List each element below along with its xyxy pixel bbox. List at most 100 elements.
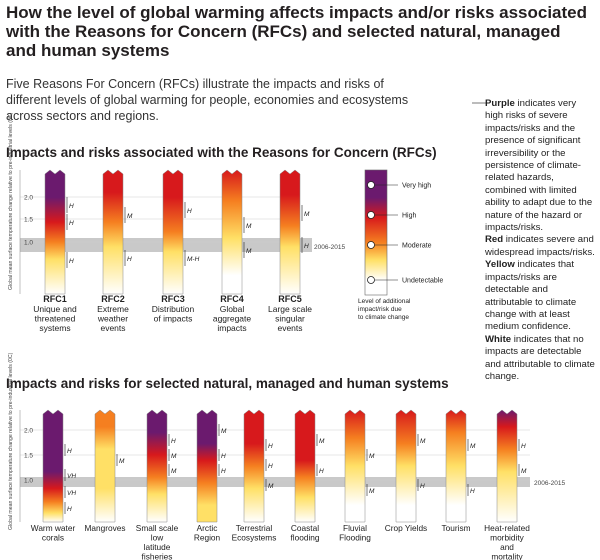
rfc-description-line: threatened	[35, 314, 76, 324]
confidence-level-label: M	[268, 483, 274, 490]
confidence-level-label: M	[246, 223, 252, 230]
period-label-rfc: 2006-2015	[314, 244, 345, 251]
confidence-level-label: H	[304, 243, 309, 250]
rfc-description-line: systems	[39, 323, 70, 333]
color-key-description: Purple indicates very high risks of seve…	[485, 98, 595, 383]
rfc-label-2: RFC2	[101, 294, 125, 304]
legend-level-marker	[367, 181, 375, 189]
confidence-level-label: H	[221, 468, 226, 475]
confidence-level-label: VH	[67, 473, 76, 480]
legend-level-high: High	[402, 213, 417, 220]
confidence-level-label: M	[221, 428, 227, 435]
rfc-description-line: Large scale	[268, 304, 312, 314]
color-key-purple: Purple indicates very high risks of seve…	[485, 98, 593, 234]
confidence-level-label: M	[246, 248, 252, 255]
confidence-level-label: M	[521, 468, 527, 475]
legend-level-marker	[367, 241, 375, 249]
ember-bar-rfc4	[221, 169, 243, 295]
system-label-line: Region	[194, 533, 221, 543]
figure-title: How the level of global warming affects …	[6, 3, 588, 60]
system-label-line: Coastal	[291, 523, 319, 533]
confidence-level-label: M	[171, 468, 177, 475]
confidence-level-label: H	[268, 443, 273, 450]
rfc-description-line: impacts	[217, 323, 246, 333]
rfc-description-line: of impacts	[154, 314, 193, 324]
confidence-level-label: H	[67, 506, 72, 513]
system-label-line: morbidity	[490, 533, 525, 543]
rfc-description-line: Extreme	[97, 304, 129, 314]
y-tick-label: 2.0	[24, 195, 33, 202]
confidence-level-label: M	[319, 438, 325, 445]
rfc-description-line: events	[100, 323, 125, 333]
ember-bar-system-2	[94, 409, 116, 523]
ember-bar-system-1	[42, 409, 64, 523]
legend-caption-line: Level of additional	[358, 298, 411, 305]
system-label-line: Warm water	[31, 523, 76, 533]
color-key-red: Red indicates severe and widespread impa…	[485, 234, 595, 258]
confidence-level-label: H	[69, 220, 74, 227]
system-label-line: Mangroves	[84, 523, 125, 533]
system-label-line: Crop Yields	[385, 523, 427, 533]
y-tick-label: 1.5	[24, 217, 33, 224]
rfc-description-line: aggregate	[213, 314, 252, 324]
confidence-level-label: M	[127, 213, 133, 220]
confidence-level-label: M	[369, 488, 375, 495]
confidence-level-label: M	[369, 453, 375, 460]
system-label-line: Small scale	[136, 523, 179, 533]
y-tick-label: 1.0	[24, 478, 33, 485]
rfc-description-line: Distribution	[152, 304, 195, 314]
ember-bar-rfc2	[102, 169, 124, 295]
confidence-level-label: H	[268, 463, 273, 470]
y-axis-label-systems: Global mean surface temperature change r…	[8, 352, 14, 530]
legend-ember-bar	[364, 169, 388, 296]
legend-level-undetectable: Undetectable	[402, 278, 443, 285]
rfc-label-4: RFC4	[220, 294, 244, 304]
confidence-level-label: H	[67, 448, 72, 455]
ember-bar-rfc5	[279, 169, 301, 295]
confidence-level-label: H	[69, 203, 74, 210]
rfc-description-line: Global	[220, 304, 245, 314]
system-label-line: Tourism	[441, 523, 470, 533]
color-key-white: White indicates that no impacts are dete…	[485, 333, 595, 382]
confidence-level-label: M	[470, 443, 476, 450]
confidence-level-label: VH	[67, 490, 76, 497]
section-rfc-title: Impacts and risks associated with the Re…	[6, 145, 437, 160]
confidence-level-label: M-H	[187, 256, 200, 263]
confidence-level-label: H	[420, 483, 425, 490]
section-systems-title: Impacts and risks for selected natural, …	[6, 376, 449, 391]
system-label-line: Arctic	[197, 523, 218, 533]
rfc-label-1: RFC1	[43, 294, 67, 304]
confidence-level-label: H	[521, 443, 526, 450]
rfc-label-5: RFC5	[278, 294, 302, 304]
rfc-description-line: singular	[275, 314, 305, 324]
system-label-line: latitude	[144, 542, 171, 552]
confidence-level-label: H	[127, 256, 132, 263]
period-label-systems: 2006-2015	[534, 480, 565, 487]
ember-bar-system-9	[445, 409, 467, 523]
confidence-level-label: M	[304, 211, 310, 218]
legend-caption-line: to climate change	[358, 314, 409, 321]
confidence-level-label: M	[119, 458, 125, 465]
ember-bar-system-5	[243, 409, 265, 523]
ember-bar-system-3	[146, 409, 168, 523]
color-key-yellow: Yellow indicates that impacts/risks are …	[485, 259, 577, 333]
legend-level-very-high: Very high	[402, 183, 431, 190]
system-label-line: Heat-related	[484, 523, 530, 533]
ember-bar-system-8	[395, 409, 417, 523]
system-label-line: mortality	[491, 552, 523, 560]
confidence-level-label: M	[420, 438, 426, 445]
ember-bar-system-4	[196, 409, 218, 523]
system-label-line: Ecosystems	[232, 533, 277, 543]
rfc-description-line: weather	[97, 314, 128, 324]
system-label-line: Terrestrial	[236, 523, 273, 533]
legend-level-moderate: Moderate	[402, 243, 432, 250]
legend-level-marker	[367, 276, 375, 284]
confidence-level-label: H	[171, 438, 176, 445]
confidence-level-label: M	[171, 453, 177, 460]
system-label-line: low	[151, 533, 164, 543]
ember-bar-rfc1	[44, 169, 66, 295]
period-band-systems	[20, 477, 530, 487]
confidence-level-label: H	[69, 258, 74, 265]
system-label-line: corals	[42, 533, 64, 543]
